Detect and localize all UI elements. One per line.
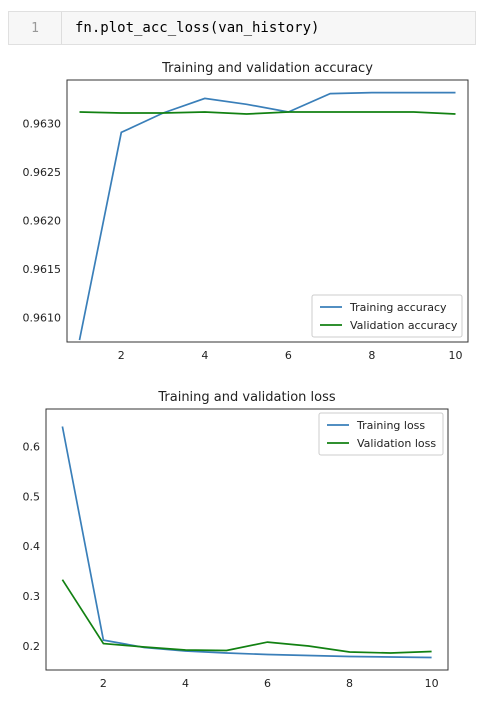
legend-label: Training loss [356, 419, 425, 432]
legend-box [311, 294, 463, 338]
x-tick-label: 4 [182, 677, 189, 690]
y-tick-label: 0.9610 [23, 312, 62, 325]
series-line-training [78, 91, 456, 341]
accuracy-chart: Training and validation accuracy 2 4 6 8 10 0.… [23, 61, 469, 362]
x-tick-label: 10 [448, 349, 462, 362]
code-input[interactable]: fn.plot_acc_loss(van_history) [75, 20, 320, 36]
legend-label: Training accuracy [349, 301, 447, 314]
code-cell[interactable]: 1 fn.plot_acc_loss(van_history) [8, 11, 476, 45]
x-tick-label: 2 [100, 677, 107, 690]
legend-label: Validation loss [357, 437, 436, 450]
chart-title: Training and validation loss [157, 390, 335, 405]
series-line-validation [61, 579, 432, 654]
x-tick-label: 2 [118, 349, 125, 362]
x-tick-label: 10 [425, 677, 439, 690]
line-number: 1 [9, 12, 62, 44]
y-tick-label: 0.2 [23, 640, 41, 653]
plot-frame [66, 79, 469, 343]
y-tick-label: 0.9630 [23, 118, 62, 131]
x-tick-label: 6 [264, 677, 271, 690]
y-tick-label: 0.5 [23, 490, 41, 503]
x-tick-label: 8 [368, 349, 375, 362]
x-tick-label: 4 [201, 349, 208, 362]
plot-frame [45, 408, 449, 671]
legend-label: Validation accuracy [350, 319, 458, 332]
y-tick-label: 0.9620 [23, 215, 62, 228]
chart-title: Training and validation accuracy [161, 61, 373, 76]
loss-chart: Training and validation loss 2 4 6 8 10 0.2 0.3… [23, 390, 449, 690]
x-tick-label: 6 [285, 349, 292, 362]
y-tick-label: 0.9625 [23, 166, 62, 179]
y-tick-label: 0.6 [23, 440, 41, 453]
series-line-training [61, 426, 432, 659]
series-line-validation [79, 111, 456, 115]
y-tick-label: 0.4 [23, 540, 41, 553]
y-tick-label: 0.3 [23, 590, 41, 603]
x-tick-label: 8 [346, 677, 353, 690]
y-tick-label: 0.9615 [23, 263, 62, 276]
legend-box [318, 412, 444, 456]
